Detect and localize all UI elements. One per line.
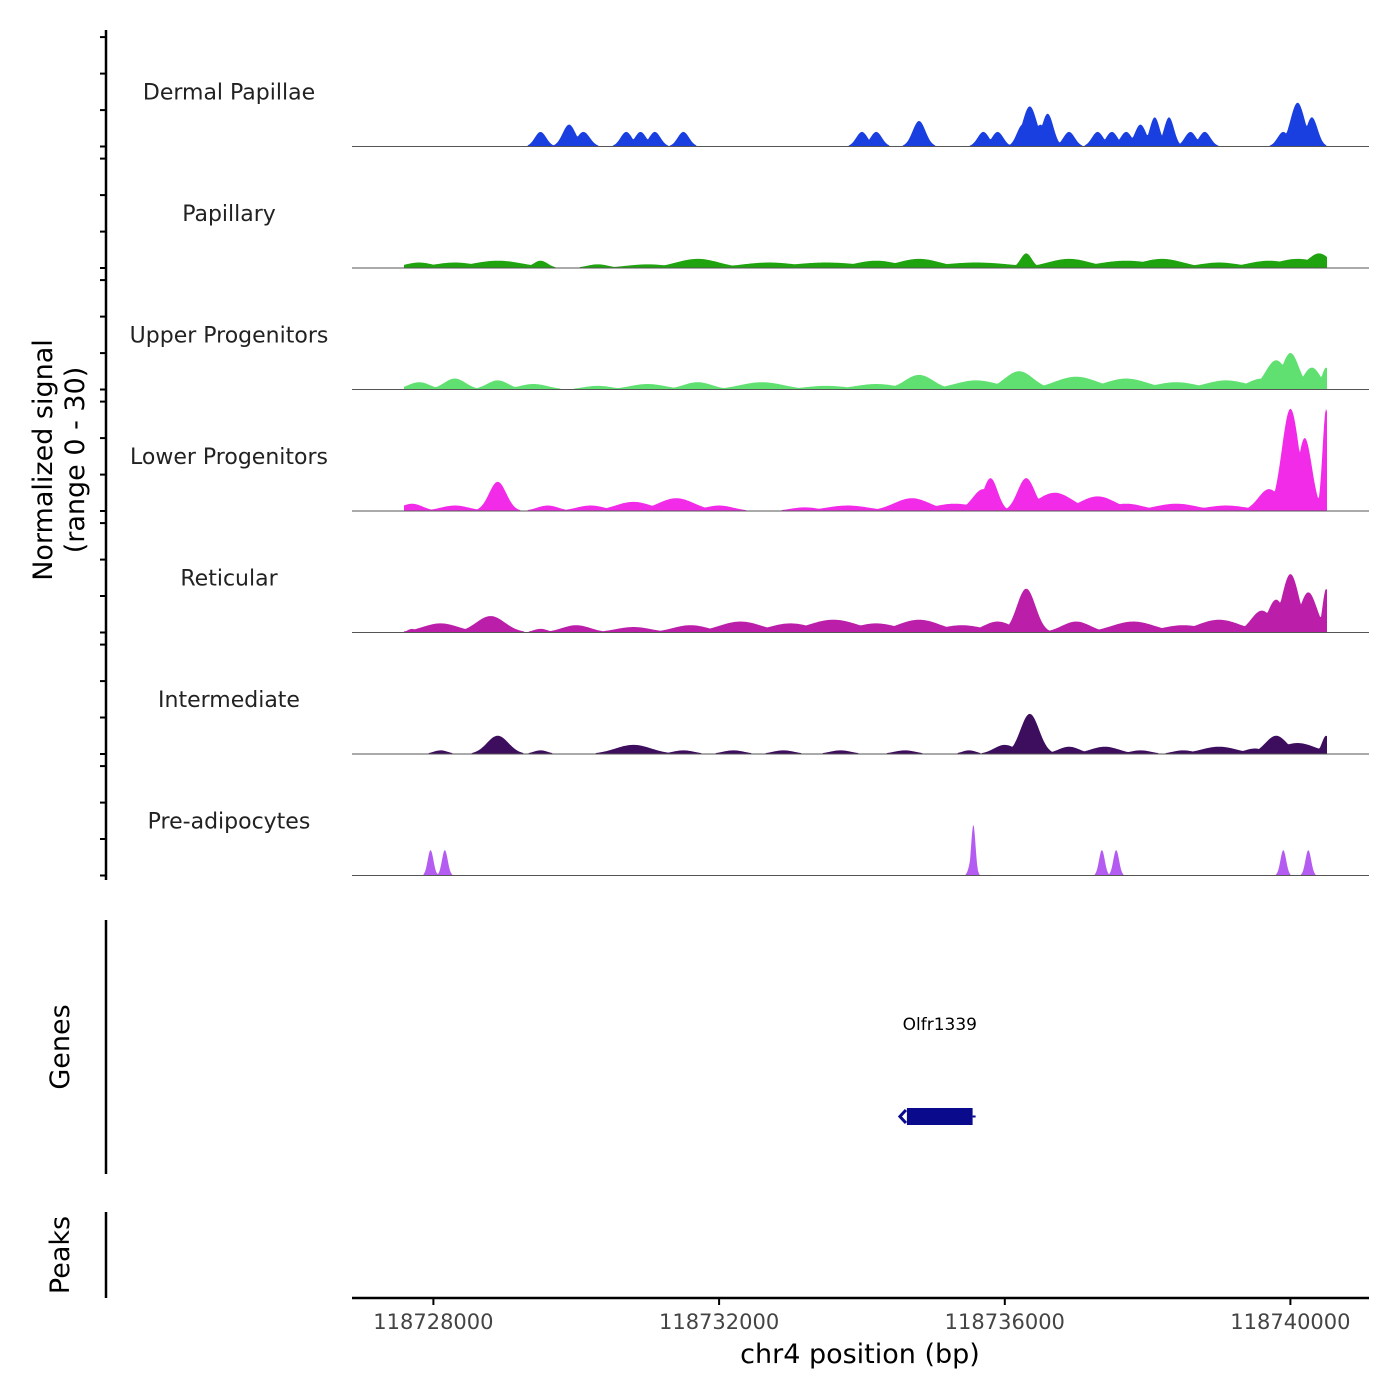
coverage-area [404,102,1327,147]
coverage-area [404,574,1327,633]
track-7: Pre-adipocytes [148,810,1369,876]
coverage-tracks: Dermal Papillae Papillary Upper Progenitor… [130,81,1369,876]
x-axis-ticks: 118728000 118732000 118736000 118740000 [373,1298,1351,1334]
coverage-area [404,408,1327,511]
peaks-panel: Peaks [45,1212,108,1298]
genes-panel-label: Genes [45,1004,76,1089]
track-label: Papillary [182,202,276,227]
gene-strand-arrow [897,1108,908,1125]
coverage-area [404,713,1327,754]
signal-axis [100,30,108,880]
gene-label: Olfr1339 [903,1015,977,1035]
x-tick-label: 118740000 [1230,1310,1350,1334]
track-6: Intermediate [158,688,1369,755]
genes-panel: Genes Olfr1339 [45,920,977,1174]
track-4: Lower Progenitors [130,408,1369,512]
coverage-area [404,253,1327,268]
x-tick-label: 118736000 [945,1310,1065,1334]
gene-body [906,1108,973,1125]
x-tick-label: 118732000 [659,1310,779,1334]
track-label: Dermal Papillae [143,81,315,106]
gene-annotations: Olfr1339 [897,1015,977,1125]
track-label: Upper Progenitors [130,324,329,349]
track-1: Dermal Papillae [143,81,1369,147]
peaks-panel-label: Peaks [45,1216,76,1294]
x-tick-label: 118728000 [373,1310,493,1334]
xlabel: chr4 position (bp) [740,1339,980,1370]
ylabel: Normalized signal [28,339,59,581]
track-5: Reticular [180,567,1369,633]
signal-axis-title: Normalized signal (range 0 - 30) [28,339,91,581]
coverage-area [404,353,1327,390]
coverage-area [419,825,1327,876]
track-label: Reticular [180,567,278,592]
track-label: Pre-adipocytes [148,810,311,835]
track-label: Intermediate [158,688,300,713]
ylabel-range: (range 0 - 30) [60,367,91,554]
track-label: Lower Progenitors [130,445,328,470]
x-axis: 118728000 118732000 118736000 118740000 chr… [352,1296,1369,1370]
track-2: Papillary [182,202,1369,269]
track-3: Upper Progenitors [130,324,1369,390]
signal-axis-ticks [100,36,106,877]
